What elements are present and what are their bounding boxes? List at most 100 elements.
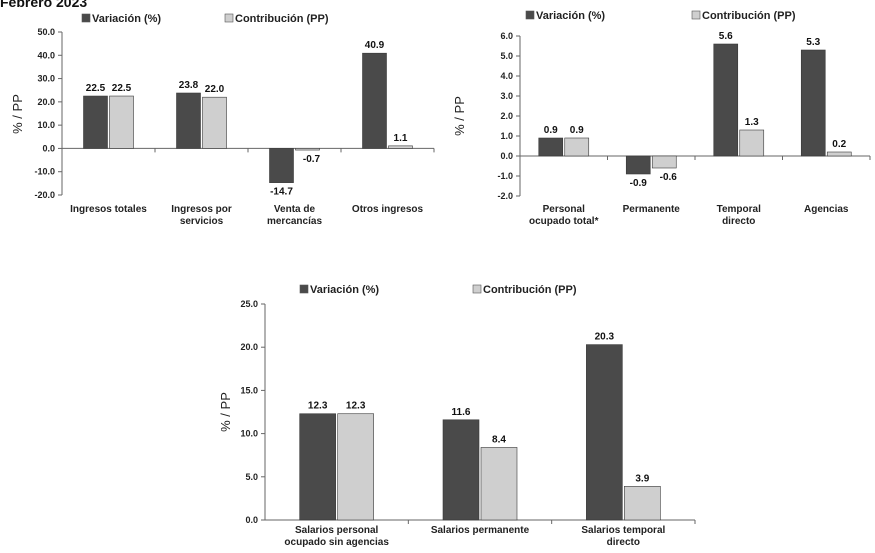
y-tick-label: 50.0 [37,27,55,37]
legend-swatch-contribucion [472,284,482,294]
category-label: Otros ingresos [352,204,424,215]
category-label: Ingresos totales [70,204,147,215]
data-label: 1.3 [745,117,759,128]
bar-variacion [538,137,564,157]
bar-contribucion [295,148,320,151]
bar-variacion [176,92,201,149]
y-tick-label: 4.0 [500,71,513,81]
legend-swatch-variacion [525,10,535,20]
data-label: 23.8 [179,80,199,91]
y-tick-label: 5.0 [500,51,513,61]
data-label: 3.9 [635,473,649,484]
data-label: 0.9 [570,125,584,136]
y-tick-label: -2.0 [497,191,513,201]
bar-variacion [800,49,826,157]
category-label: mercancías [267,216,322,227]
category-label: Temporal [717,204,761,215]
data-label: 8.4 [492,434,506,445]
data-label: 5.3 [806,37,820,48]
legend-label-contribucion: Contribución (PP) [235,13,329,25]
y-axis-label: % / PP [452,96,467,136]
bar-contribucion [480,447,518,521]
y-tick-label: 0.0 [500,151,513,161]
bar-contribucion [388,145,413,149]
category-label: Venta de [274,204,316,215]
data-label: -0.9 [630,178,648,189]
category-label: ocupado total* [529,216,599,227]
category-label: ocupado sin agencias [284,537,389,548]
legend-label-contribucion: Contribución (PP) [483,284,577,296]
data-label: 22.5 [112,83,132,94]
bar-variacion [442,419,480,521]
data-label: 40.9 [365,40,385,51]
data-label: -0.7 [303,154,321,165]
y-tick-label: 10.0 [37,120,55,130]
y-tick-label: -10.0 [34,167,55,177]
bar-variacion [362,52,387,149]
chart-salarios: Variación (%) Contribución (PP) 25.0 20.0 15… [218,284,696,548]
data-label: 0.2 [832,139,846,150]
legend-swatch-contribucion [691,10,701,20]
legend-label-variacion: Variación (%) [310,284,379,296]
y-tick-label: 0.0 [42,143,55,153]
data-label: 12.3 [346,401,366,412]
bar-variacion [83,95,108,149]
bar-contribucion [564,137,590,157]
legend-label-variacion: Variación (%) [92,13,161,25]
y-tick-label: 20.0 [37,97,55,107]
data-label: 1.1 [394,133,408,144]
category-label: Salarios temporal [581,525,665,536]
bar-variacion [713,43,739,157]
y-tick-label: 0.0 [245,515,258,525]
category-label: directo [722,216,755,227]
y-tick-label: -20.0 [34,190,55,200]
y-tick-label: 3.0 [500,91,513,101]
category-label: Agencias [804,204,849,215]
category-label: directo [607,537,640,548]
bar-variacion [586,344,623,521]
data-label: 20.3 [595,332,615,343]
chart-personal-ocupado: Variación (%) Contribución (PP) 6.0 5.0 4.0 3… [452,10,871,227]
data-label: 22.5 [86,83,106,94]
legend-label-contribucion: Contribución (PP) [702,10,796,22]
y-tick-label: -1.0 [497,171,513,181]
bar-contribucion [202,96,227,149]
page-title: Febrero 2023 [0,0,88,10]
y-tick-label: 30.0 [37,74,55,84]
bar-contribucion [826,151,852,157]
legend-swatch-variacion [299,284,309,294]
data-label: 11.6 [452,407,471,418]
bar-contribucion [651,155,677,169]
category-label: Ingresos por [171,204,232,215]
category-label: Salarios personal [295,525,379,536]
bar-contribucion [739,129,765,157]
legend-label-variacion: Variación (%) [536,10,605,22]
data-label: 0.9 [544,125,558,136]
category-label: Personal [543,204,585,215]
y-tick-label: 2.0 [500,111,513,121]
chart-ingresos: Variación (%) Contribución (PP) 50.0 40.0 30… [10,13,435,227]
category-label: servicios [180,216,224,227]
y-tick-label: 20.0 [240,342,258,352]
data-label: 5.6 [719,31,733,42]
y-tick-label: 6.0 [500,31,513,41]
legend-swatch-contribucion [224,13,234,23]
y-tick-label: 25.0 [240,299,258,309]
y-tick-label: 5.0 [245,472,258,482]
y-axis-label: % / PP [10,94,25,134]
legend-swatch-variacion [81,13,91,23]
y-tick-label: 40.0 [37,50,55,60]
bar-contribucion [624,486,661,521]
data-label: 22.0 [205,84,225,95]
category-label: Permanente [623,204,681,215]
y-axis-label: % / PP [218,392,233,432]
data-label: -14.7 [270,187,293,198]
category-label: Salarios permanente [431,525,530,536]
bar-contribucion [337,413,374,521]
data-label: 12.3 [308,401,328,412]
y-tick-label: 15.0 [240,385,258,395]
data-label: -0.6 [660,172,678,183]
y-tick-label: 10.0 [240,429,258,439]
bar-variacion [625,155,651,175]
bar-contribucion [109,95,134,149]
